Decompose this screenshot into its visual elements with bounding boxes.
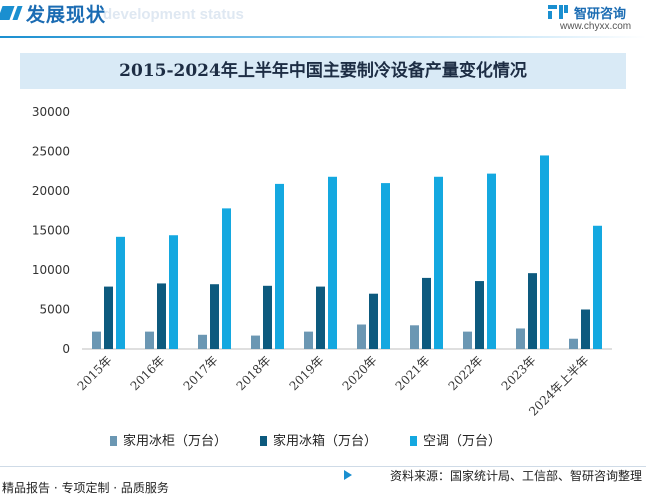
bar-fridge (422, 277, 431, 349)
legend-swatch-ac (410, 436, 417, 446)
y-tick-label: 15000 (32, 224, 70, 238)
x-tick-label: 2021年 (393, 353, 433, 393)
x-tick-label: 2023年 (499, 353, 539, 393)
section-header: development status 发展现状 智研咨询 www.chyxx.c… (0, 0, 646, 40)
bar-freezer (304, 331, 313, 349)
chart-title-banner: 2015-2024年上半年中国主要制冷设备产量变化情况 (20, 53, 626, 89)
bar-fridge (157, 283, 166, 349)
header-title: 发展现状 (26, 4, 107, 26)
footer-divider (0, 466, 646, 467)
brand-logo-icon (548, 5, 568, 19)
bar-ac (487, 173, 496, 349)
x-tick-label: 2017年 (181, 353, 221, 393)
brand-url: www.chyxx.com (560, 21, 632, 32)
bar-fridge (104, 286, 113, 349)
y-tick-label: 20000 (32, 184, 70, 198)
legend-label-ac: 空调（万台） (423, 434, 502, 449)
bar-freezer (569, 338, 578, 349)
bar-ac (540, 155, 549, 349)
x-tick-label: 2020年 (340, 353, 380, 393)
bar-freezer (410, 325, 419, 349)
legend-label-freezer: 家用冰柜（万台） (123, 434, 228, 449)
bar-freezer (198, 334, 207, 349)
legend-label-fridge: 家用冰箱（万台） (273, 434, 378, 449)
bar-fridge (528, 273, 537, 349)
bar-fridge (263, 285, 272, 349)
bar-fridge (210, 284, 219, 349)
x-tick-label: 2019年 (287, 353, 327, 393)
legend-item-ac: 空调（万台） (410, 432, 501, 452)
footer-slogan: 精品报告 · 专项定制 · 品质服务 (2, 481, 169, 495)
bar-ac (381, 183, 390, 349)
bar-freezer (463, 331, 472, 349)
legend-item-fridge: 家用冰箱（万台） (260, 432, 377, 452)
bar-ac (593, 225, 602, 349)
bar-freezer (251, 335, 260, 349)
y-tick-label: 5000 (39, 303, 70, 317)
header-subtitle-en: development status (103, 6, 244, 23)
y-tick-label: 25000 (32, 145, 70, 159)
x-tick-label: 2015年 (75, 353, 115, 393)
footer-arrow-icon (344, 470, 352, 480)
bar-freezer (516, 328, 525, 349)
bar-fridge (475, 281, 484, 349)
chart-title: 2015-2024年上半年中国主要制冷设备产量变化情况 (119, 61, 527, 81)
bar-freezer (357, 324, 366, 349)
bar-ac (169, 235, 178, 349)
x-tick-label: 2022年 (446, 353, 486, 393)
bar-fridge (369, 293, 378, 349)
bar-chart: 0 5000 10000 15000 20000 25000 30000 2015年 2016年… (32, 105, 612, 419)
footer-source: 资料来源：国家统计局、工信部、智研咨询整理 (389, 469, 642, 483)
bar-freezer (92, 331, 101, 349)
bar-ac (328, 176, 337, 349)
brand-name: 智研咨询 (574, 7, 627, 22)
x-tick-label: 2016年 (128, 353, 168, 393)
bar-ac (434, 176, 443, 349)
legend-swatch-freezer (110, 436, 117, 446)
bar-fridge (581, 309, 590, 349)
y-tick-label: 0 (62, 342, 70, 356)
bar-ac (275, 183, 284, 349)
bar-fridge (316, 286, 325, 349)
bar-freezer (145, 331, 154, 349)
y-tick-label: 30000 (32, 105, 70, 119)
legend-swatch-fridge (260, 436, 267, 446)
header-divider (0, 36, 646, 38)
legend-item-freezer: 家用冰柜（万台） (110, 432, 227, 452)
bar-ac (116, 236, 125, 349)
y-tick-label: 10000 (32, 263, 70, 277)
x-tick-label: 2018年 (234, 353, 274, 393)
bar-ac (222, 208, 231, 349)
